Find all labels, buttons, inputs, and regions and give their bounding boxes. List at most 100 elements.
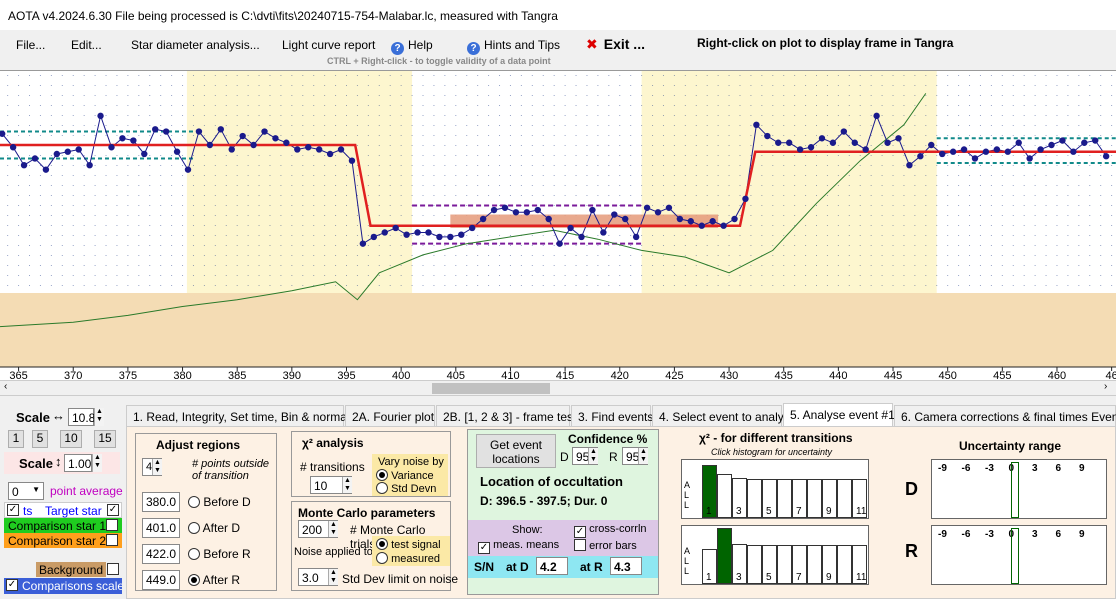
std-devn-radio[interactable] <box>376 482 388 494</box>
points-checkbox[interactable]: ✓ <box>7 504 19 516</box>
menu-light-curve-report[interactable]: Light curve report <box>282 38 376 52</box>
scale-button-10[interactable]: 10 <box>60 430 82 448</box>
tab-select-event[interactable]: 4. Select event to analyse <box>652 405 796 427</box>
variance-option[interactable]: Variance <box>376 469 434 482</box>
before-r-radio[interactable] <box>188 548 200 560</box>
chi-hist-bar[interactable] <box>702 549 717 584</box>
chi-hist-bar[interactable] <box>807 545 822 584</box>
chi-hist-bar[interactable] <box>747 479 762 518</box>
chi-hist-bar[interactable] <box>822 545 837 584</box>
tab-analyse-event[interactable]: 5. Analyse event #1 <box>783 403 895 427</box>
chi-hist-bar[interactable] <box>837 479 852 518</box>
menu-exit[interactable]: ✖ Exit ... <box>586 36 645 52</box>
chi-hist-bar[interactable] <box>852 545 867 584</box>
measured-option[interactable]: measured <box>376 552 440 565</box>
chi-hist-bar[interactable] <box>762 479 777 518</box>
chi-hist-bar[interactable] <box>717 528 732 584</box>
cross-corrln-option[interactable]: ✓ cross-corrln <box>574 523 647 538</box>
error-bars-option[interactable]: error bars <box>574 539 637 552</box>
confidence-r-spinner-icon[interactable]: ▲ ▼ <box>638 448 648 464</box>
tab-find-events[interactable]: 3. Find events <box>571 405 653 427</box>
point-average-select[interactable]: 0 ▼ <box>8 482 44 500</box>
light-curve-svg[interactable]: 365 370 375 380 385 390 395 400 405 410 415 420 425 4… <box>0 71 1116 382</box>
uncertainty-d-plot[interactable]: -9 -6 -3 0 3 6 9 <box>931 459 1107 519</box>
after-d-radio[interactable] <box>188 522 200 534</box>
menu-hints[interactable]: ? Hints and Tips <box>467 38 560 55</box>
target-star-checkbox[interactable]: ✓ <box>107 504 119 516</box>
scale-button-5[interactable]: 5 <box>32 430 48 448</box>
after-r-radio[interactable] <box>188 574 200 586</box>
tab-fourier[interactable]: 2A. Fourier plot <box>345 405 435 427</box>
before-d-value[interactable]: 380.0 <box>142 492 180 512</box>
confidence-d-spinner-icon[interactable]: ▲ ▼ <box>588 448 598 464</box>
test-signal-radio[interactable] <box>376 538 388 550</box>
scale-h-spinner-icon[interactable]: ▲ ▼ <box>94 408 104 426</box>
scroll-thumb[interactable] <box>432 383 550 394</box>
std-dev-limit-spinner-icon[interactable]: ▲ ▼ <box>328 569 338 585</box>
background-checkbox[interactable] <box>107 563 119 575</box>
scale-v-spinner-icon[interactable]: ▲ ▼ <box>92 454 102 472</box>
before-d-radio[interactable] <box>188 496 200 508</box>
menu-edit[interactable]: Edit... <box>71 38 102 52</box>
chi-hist-bar[interactable] <box>807 479 822 518</box>
chi-hist-bar[interactable] <box>702 465 717 518</box>
tab-frame-test[interactable]: 2B. [1, 2 & 3] - frame test <box>436 405 576 427</box>
comparison-star-1-checkbox[interactable] <box>106 519 118 531</box>
comparisons-scaled-row[interactable]: ✓ Comparisons scaled <box>4 578 122 594</box>
chi-hist-bar[interactable] <box>822 479 837 518</box>
light-curve-chart[interactable]: 365 370 375 380 385 390 395 400 405 410 415 420 425 4… <box>0 70 1116 382</box>
scale-v-input[interactable]: 1.00 <box>64 454 92 472</box>
menu-star-diameter[interactable]: Star diameter analysis... <box>131 38 260 52</box>
mc-trials-spinner-icon[interactable]: ▲ ▼ <box>328 521 338 537</box>
tab-read-integrity[interactable]: 1. Read, Integrity, Set time, Bin & norm… <box>126 405 365 427</box>
before-r-option[interactable]: Before R <box>188 547 251 561</box>
error-bars-checkbox[interactable] <box>574 539 586 551</box>
comparison-star-2-row[interactable]: Comparison star 2 <box>4 533 122 548</box>
meas-means-checkbox[interactable]: ✓ <box>478 542 490 554</box>
after-d-value[interactable]: 401.0 <box>142 518 180 538</box>
before-d-option[interactable]: Before D <box>188 495 251 509</box>
menu-help[interactable]: ? Help <box>391 38 433 55</box>
chi-hist-bar[interactable] <box>732 478 747 518</box>
chi-hist-bar[interactable] <box>837 545 852 584</box>
chi-hist-bar[interactable] <box>792 479 807 518</box>
variance-radio[interactable] <box>376 469 388 481</box>
std-devn-option[interactable]: Std Devn <box>376 482 436 495</box>
get-event-locations-button[interactable]: Get event locations <box>476 434 556 468</box>
points-outside-spinner-icon[interactable]: ▲ ▼ <box>152 459 162 475</box>
scroll-left-arrow-icon[interactable]: ‹ <box>4 381 8 392</box>
scale-button-1[interactable]: 1 <box>8 430 24 448</box>
before-r-value[interactable]: 422.0 <box>142 544 180 564</box>
menu-file[interactable]: File... <box>16 38 46 52</box>
chi-hist-bar[interactable] <box>852 479 867 518</box>
chi-hist-bar[interactable] <box>732 544 747 584</box>
uncertainty-r-plot[interactable]: -9 -6 -3 0 3 6 9 <box>931 525 1107 585</box>
chi-hist-bar[interactable] <box>717 474 732 518</box>
scale-button-15[interactable]: 15 <box>94 430 116 448</box>
chi-histogram-d[interactable]: A L L 1 3 5 7 9 11 <box>681 459 869 519</box>
scroll-right-arrow-icon[interactable]: › <box>1104 381 1108 392</box>
comparisons-scaled-checkbox[interactable]: ✓ <box>6 579 18 591</box>
chi-hist-bar[interactable] <box>777 479 792 518</box>
background-row[interactable]: Background <box>36 562 106 577</box>
measured-radio[interactable] <box>376 552 388 564</box>
transitions-input[interactable]: 10 <box>310 476 352 494</box>
after-d-option[interactable]: After D <box>188 521 240 535</box>
chi-hist-bar[interactable] <box>747 545 762 584</box>
chi-hist-bar[interactable] <box>777 545 792 584</box>
target-star-row[interactable]: ✓ ts Target star ✓ <box>4 502 122 518</box>
comparison-star-2-checkbox[interactable] <box>106 534 118 546</box>
meas-means-option[interactable]: ✓ meas. means <box>478 539 560 554</box>
chi-hist-bar[interactable] <box>792 545 807 584</box>
chart-scrollbar[interactable]: ‹ › <box>0 380 1116 396</box>
after-r-option[interactable]: After R <box>188 573 240 587</box>
scale-h-input[interactable]: 10.8 <box>68 408 95 426</box>
transitions-spinner-icon[interactable]: ▲ ▼ <box>342 477 352 493</box>
test-signal-option[interactable]: test signal <box>376 538 441 551</box>
chi-hist-bar[interactable] <box>762 545 777 584</box>
comparison-star-1-row[interactable]: Comparison star 1 <box>4 518 122 533</box>
chi-histogram-r[interactable]: A L L 1 3 5 7 9 11 <box>681 525 869 585</box>
cross-corrln-checkbox[interactable]: ✓ <box>574 526 586 538</box>
after-r-value[interactable]: 449.0 <box>142 570 180 590</box>
tab-camera-corrections[interactable]: 6. Camera corrections & final times Even… <box>894 405 1116 427</box>
